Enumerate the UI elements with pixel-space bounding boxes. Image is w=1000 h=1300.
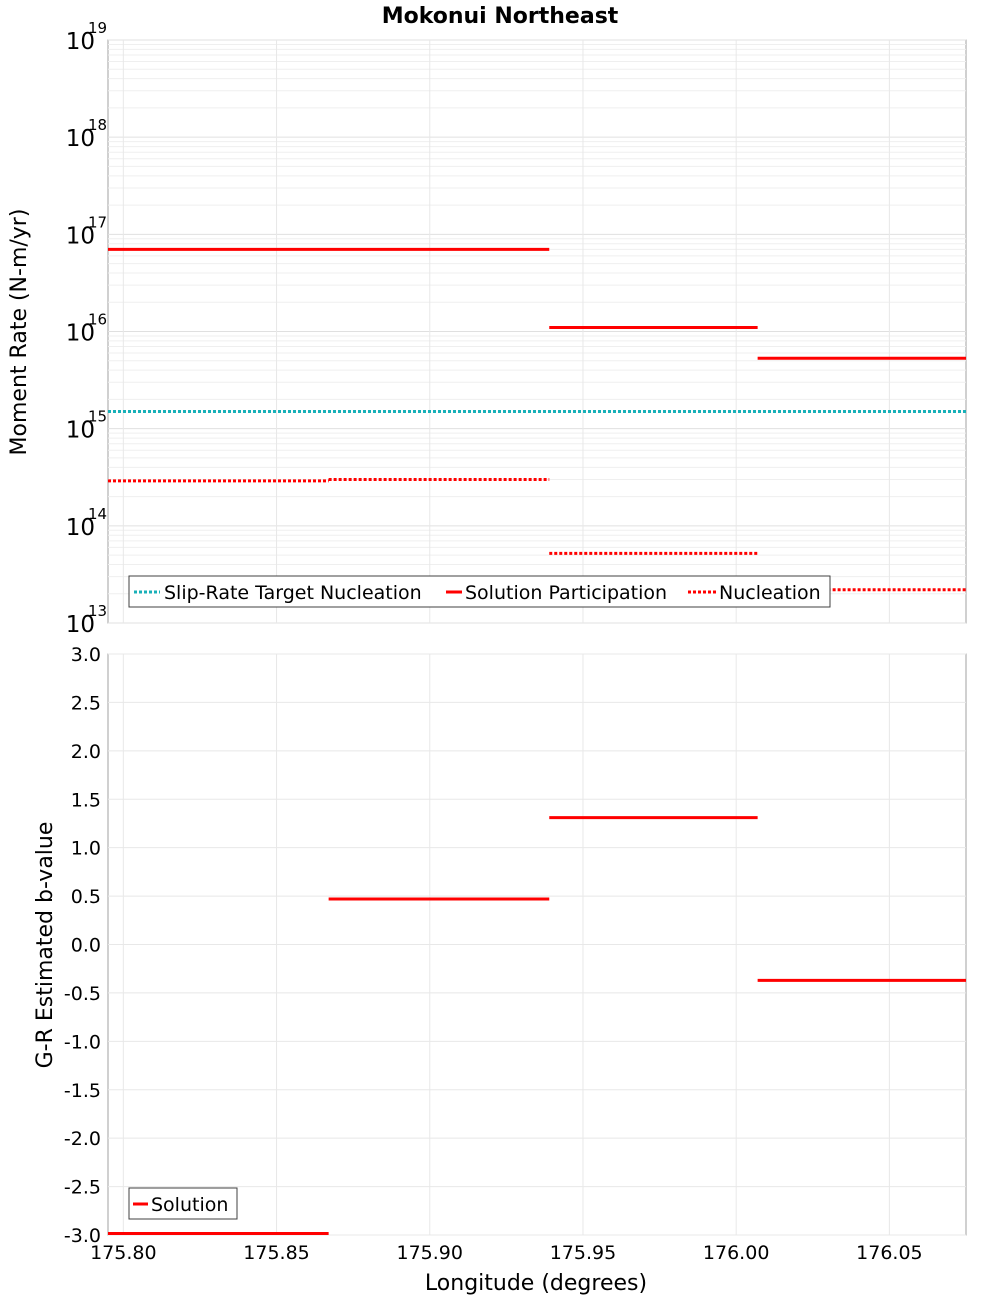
y-tick-label: 2.0: [71, 741, 101, 763]
y-tick-label-exponent: 17: [88, 213, 107, 231]
y-tick-label: 0.5: [71, 886, 101, 908]
b-value-series: [108, 816, 966, 1235]
y-tick-label-exponent: 19: [88, 19, 107, 37]
legend-label-solution: Solution: [151, 1194, 228, 1216]
y-tick-label-exponent: 15: [88, 408, 107, 426]
legend-label-nucleation: Nucleation: [719, 582, 821, 604]
y-tick-label-base: 10: [66, 29, 95, 55]
x-tick-label: 176.00: [703, 1242, 769, 1264]
legend-label-slip-rate-target: Slip-Rate Target Nucleation: [164, 582, 422, 604]
y-tick-label: 0.0: [71, 935, 101, 957]
x-axis-label: Longitude (degrees): [425, 1271, 647, 1296]
x-tick-label: 175.80: [90, 1242, 156, 1264]
b-value-grid: [108, 653, 966, 1236]
y-tick-label: 1.5: [71, 789, 101, 811]
y-tick-label-base: 10: [66, 321, 95, 347]
y-tick-label: -2.0: [64, 1128, 101, 1150]
legend-label-solution-participation: Solution Participation: [465, 582, 667, 604]
moment-rate-series: [108, 247, 966, 592]
y-tick-label-base: 10: [66, 223, 95, 249]
y-tick-label-exponent: 18: [88, 116, 107, 134]
y-tick-label-base: 10: [66, 612, 95, 638]
moment-rate-legend: Slip-Rate Target Nucleation Solution Par…: [128, 575, 831, 608]
x-axis-ticks: 175.80 175.85 175.90 175.95 176.00 176.05: [90, 1242, 923, 1264]
b-value-y-ticks: 3.0 2.5 2.0 1.5 1.0 0.5 0.0 -0.5 -1.0 -1.5 -2.0 -2.…: [64, 644, 101, 1247]
y-tick-label: -2.5: [64, 1177, 101, 1199]
y-tick-label-exponent: 16: [88, 311, 107, 329]
x-tick-label: 175.90: [397, 1242, 463, 1264]
x-tick-label: 175.95: [550, 1242, 616, 1264]
y-tick-label-exponent: 14: [88, 505, 107, 523]
y-tick-label: -1.0: [64, 1031, 101, 1053]
y-tick-label-base: 10: [66, 515, 95, 541]
chart-title: Mokonui Northeast: [382, 4, 619, 29]
y-tick-label-base: 10: [66, 418, 95, 444]
y-tick-label: -3.0: [64, 1225, 101, 1247]
x-tick-label: 176.05: [856, 1242, 922, 1264]
b-value-panel: 3.0 2.5 2.0 1.5 1.0 0.5 0.0 -0.5 -1.0 -1.5 -2.0 -2.…: [33, 644, 967, 1264]
b-value-y-axis-label: G-R Estimated b-value: [33, 822, 58, 1069]
y-tick-label: 2.5: [71, 692, 101, 714]
y-tick-label: -1.5: [64, 1080, 101, 1102]
y-tick-label: 3.0: [71, 644, 101, 666]
y-tick-label-base: 10: [66, 126, 95, 152]
y-tick-label: 1.0: [71, 838, 101, 860]
y-tick-label: -0.5: [64, 983, 101, 1005]
y-tick-label-exponent: 13: [88, 602, 107, 620]
x-tick-label: 175.85: [243, 1242, 309, 1264]
b-value-legend: Solution: [128, 1187, 238, 1220]
moment-rate-y-axis-label: Moment Rate (N-m/yr): [7, 209, 32, 456]
